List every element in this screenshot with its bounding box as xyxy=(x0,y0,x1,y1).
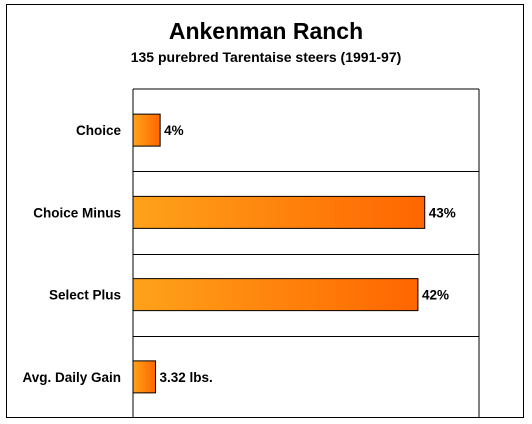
bar-4 xyxy=(132,360,157,394)
category-label: Choice xyxy=(76,123,122,138)
bar-1 xyxy=(132,113,161,147)
bar-2 xyxy=(132,195,426,229)
chart-subtitle: 135 purebred Tarentaise steers (1991-97) xyxy=(130,49,402,65)
data-label: 3.32 lbs. xyxy=(160,370,213,385)
category-label: Avg. Daily Gain xyxy=(22,370,121,385)
data-label: 4% xyxy=(164,123,184,138)
category-label: Select Plus xyxy=(49,288,121,303)
data-label: 43% xyxy=(429,205,456,220)
bar-3 xyxy=(132,278,419,312)
category-label: Choice Minus xyxy=(33,205,121,220)
chart-title: Ankenman Ranch xyxy=(168,18,364,44)
data-label: 42% xyxy=(422,288,449,303)
